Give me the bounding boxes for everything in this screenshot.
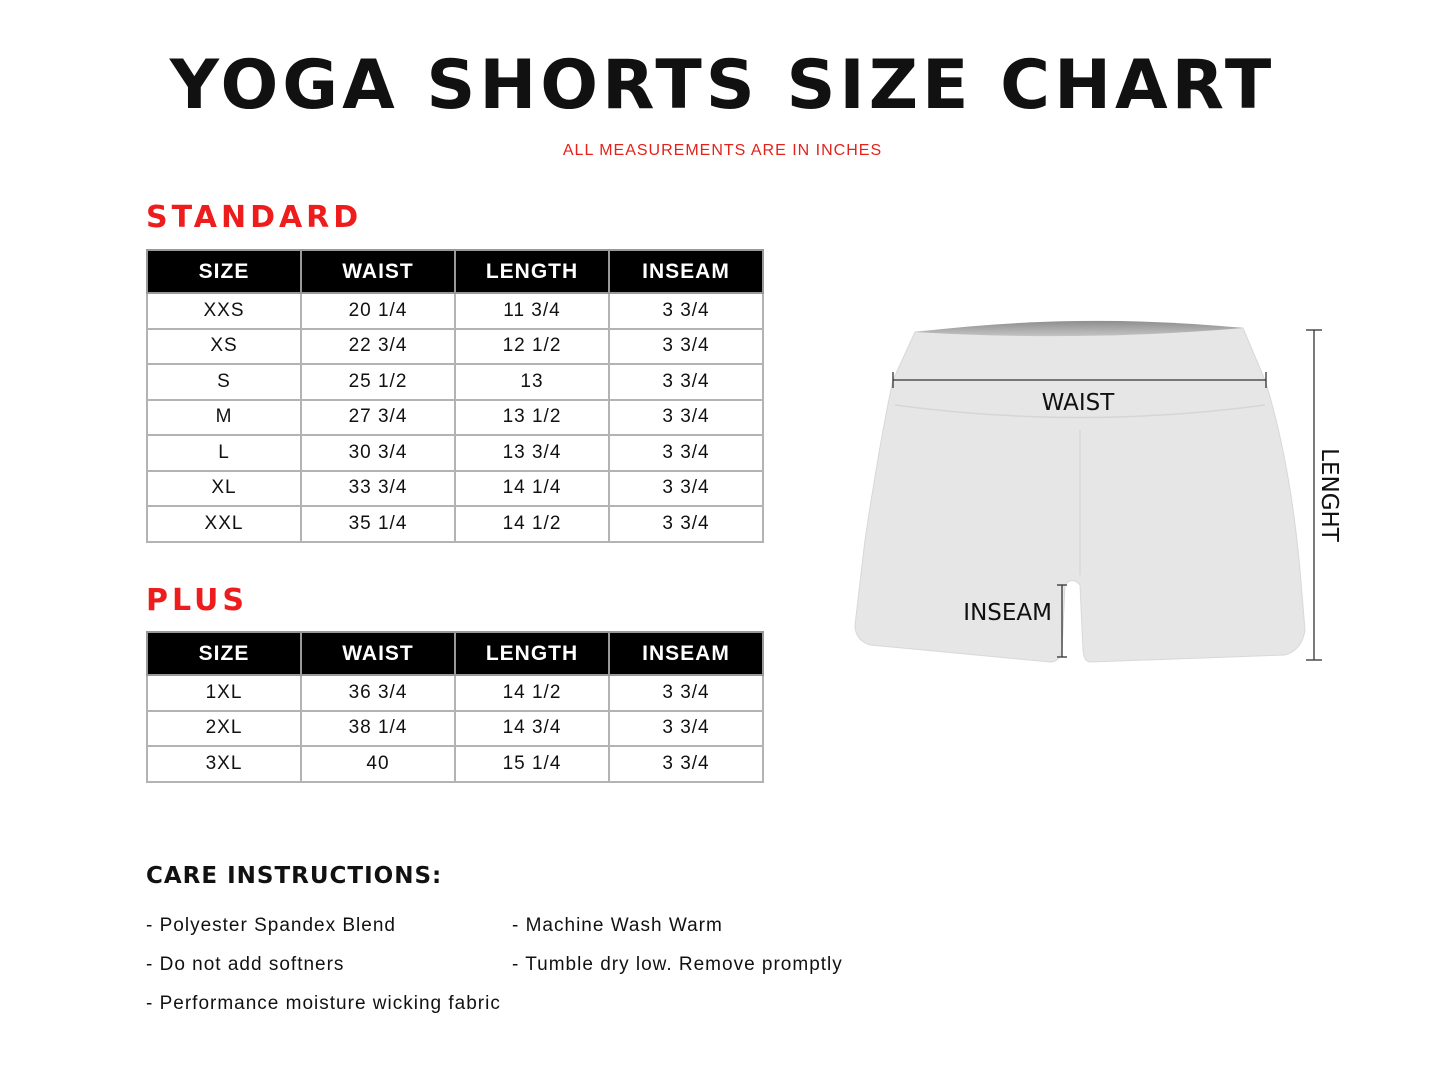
table-cell-length: 13 [454, 363, 610, 401]
waist-label: WAIST [1042, 390, 1116, 416]
table-cell-size: M [146, 398, 302, 436]
table-cell-inseam: 3 3/4 [608, 469, 764, 507]
table-cell-size: XXL [146, 505, 302, 543]
table-cell-length: 14 1/4 [454, 469, 610, 507]
care-item: - Do not add softners [146, 954, 345, 975]
table-cell-waist: 27 3/4 [300, 398, 456, 436]
column-header-waist: WAIST [300, 249, 456, 294]
plus-size-table: SIZE WAIST LENGTH INSEAM 1XL 36 3/4 14 1/2 3 3/… [146, 631, 764, 783]
table-cell-inseam: 3 3/4 [608, 674, 764, 712]
care-instructions-title: CARE INSTRUCTIONS: [146, 863, 443, 889]
table-cell-waist: 36 3/4 [300, 674, 456, 712]
standard-heading: STANDARD [146, 200, 363, 235]
table-cell-size: XXS [146, 292, 302, 330]
table-cell-length: 13 1/2 [454, 398, 610, 436]
column-header-inseam: INSEAM [608, 249, 764, 294]
table-cell-inseam: 3 3/4 [608, 292, 764, 330]
table-cell-length: 14 1/2 [454, 674, 610, 712]
table-cell-length: 15 1/4 [454, 745, 610, 783]
table-row: XL 33 3/4 14 1/4 3 3/4 [146, 469, 764, 507]
inseam-measure-line [1057, 584, 1067, 658]
column-header-length: LENGTH [454, 631, 610, 676]
page-title: YOGA SHORTS SIZE CHART [169, 46, 1276, 125]
care-item: - Polyester Spandex Blend [146, 915, 396, 936]
table-cell-waist: 40 [300, 745, 456, 783]
table-cell-inseam: 3 3/4 [608, 398, 764, 436]
table-cell-waist: 38 1/4 [300, 709, 456, 747]
table-cell-inseam: 3 3/4 [608, 505, 764, 543]
column-header-waist: WAIST [300, 631, 456, 676]
table-cell-size: 3XL [146, 745, 302, 783]
column-header-size: SIZE [146, 249, 302, 294]
care-item: - Machine Wash Warm [512, 915, 723, 936]
column-header-inseam: INSEAM [608, 631, 764, 676]
table-row: 3XL 40 15 1/4 3 3/4 [146, 745, 764, 783]
table-cell-length: 14 1/2 [454, 505, 610, 543]
table-row: XXS 20 1/4 11 3/4 3 3/4 [146, 292, 764, 330]
table-cell-inseam: 3 3/4 [608, 745, 764, 783]
waistband-inner [915, 320, 1243, 337]
table-cell-length: 12 1/2 [454, 327, 610, 365]
column-header-length: LENGTH [454, 249, 610, 294]
standard-size-table: SIZE WAIST LENGTH INSEAM XXS 20 1/4 11 3/4 3 3/… [146, 249, 764, 543]
table-cell-inseam: 3 3/4 [608, 709, 764, 747]
inseam-label: INSEAM [963, 600, 1052, 626]
table-cell-waist: 33 3/4 [300, 469, 456, 507]
table-cell-inseam: 3 3/4 [608, 363, 764, 401]
shorts-diagram: WAIST LENGHT INSEAM [854, 320, 1342, 663]
table-header-row: SIZE WAIST LENGTH INSEAM [146, 631, 764, 676]
table-cell-waist: 25 1/2 [300, 363, 456, 401]
waist-measure-line [892, 372, 1267, 388]
table-cell-waist: 35 1/4 [300, 505, 456, 543]
table-cell-length: 13 3/4 [454, 434, 610, 472]
table-cell-length: 11 3/4 [454, 292, 610, 330]
table-row: L 30 3/4 13 3/4 3 3/4 [146, 434, 764, 472]
table-cell-waist: 22 3/4 [300, 327, 456, 365]
table-cell-size: XL [146, 469, 302, 507]
table-header-row: SIZE WAIST LENGTH INSEAM [146, 249, 764, 294]
table-row: XXL 35 1/4 14 1/2 3 3/4 [146, 505, 764, 543]
table-cell-size: 1XL [146, 674, 302, 712]
waistband-seam [894, 404, 1266, 419]
table-cell-waist: 30 3/4 [300, 434, 456, 472]
table-cell-inseam: 3 3/4 [608, 434, 764, 472]
table-cell-size: 2XL [146, 709, 302, 747]
table-cell-waist: 20 1/4 [300, 292, 456, 330]
table-row: S 25 1/2 13 3 3/4 [146, 363, 764, 401]
page-subtitle: ALL MEASUREMENTS ARE IN INCHES [562, 142, 883, 159]
length-measure-line [1306, 329, 1322, 661]
table-cell-size: XS [146, 327, 302, 365]
length-label: LENGHT [1316, 448, 1342, 543]
table-row: 2XL 38 1/4 14 3/4 3 3/4 [146, 709, 764, 747]
table-row: 1XL 36 3/4 14 1/2 3 3/4 [146, 674, 764, 712]
column-header-size: SIZE [146, 631, 302, 676]
table-cell-length: 14 3/4 [454, 709, 610, 747]
table-row: XS 22 3/4 12 1/2 3 3/4 [146, 327, 764, 365]
table-cell-inseam: 3 3/4 [608, 327, 764, 365]
plus-heading: PLUS [146, 583, 249, 618]
care-item: - Tumble dry low. Remove promptly [512, 954, 843, 975]
table-cell-size: S [146, 363, 302, 401]
table-cell-size: L [146, 434, 302, 472]
care-item: - Performance moisture wicking fabric [146, 993, 501, 1014]
table-row: M 27 3/4 13 1/2 3 3/4 [146, 398, 764, 436]
